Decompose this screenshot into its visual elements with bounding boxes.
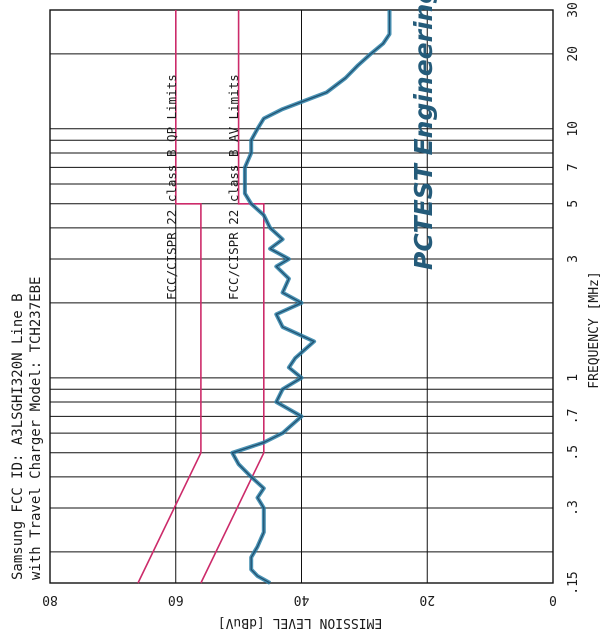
y-tick-label: 80 bbox=[42, 592, 58, 607]
y-axis-title: EMISSION LEVEL [dBuV] bbox=[218, 615, 382, 630]
tick-labels: .15 .3 .5 .7 1 3 5 7 10 20 30 0 20 40 60 80 bbox=[42, 2, 581, 607]
x-tick-label: .5 bbox=[566, 445, 581, 461]
limit-lines bbox=[137, 10, 265, 584]
y-tick-label: 60 bbox=[168, 592, 184, 607]
emission-trace-core bbox=[231, 10, 391, 584]
x-tick-label: .15 bbox=[566, 571, 581, 594]
x-tick-label: 30 bbox=[566, 2, 581, 18]
y-tick-label: 20 bbox=[419, 592, 435, 607]
header-line1: Samsung FCC ID: A3LSGHI320N Line B bbox=[10, 293, 26, 580]
x-tick-label: 3 bbox=[566, 255, 581, 263]
x-tick-label: 5 bbox=[566, 200, 581, 208]
x-tick-label: 10 bbox=[566, 121, 581, 137]
x-tick-label: 20 bbox=[566, 46, 581, 62]
qp-limit-line bbox=[137, 10, 202, 584]
qp-limit-label: FCC/CISPR 22 class B QP Limits bbox=[164, 74, 179, 300]
av-limit-label: FCC/CISPR 22 class B AV Limits bbox=[226, 74, 241, 300]
x-tick-label: .3 bbox=[566, 500, 581, 516]
brand-logo: PCTEST Engineering Lab. bbox=[409, 0, 438, 270]
header-line2: with Travel Charger Model: TCH237EBE bbox=[28, 277, 44, 580]
x-tick-label: 7 bbox=[566, 163, 581, 171]
av-limit-line bbox=[200, 10, 265, 584]
emission-trace bbox=[230, 10, 392, 585]
y-tick-label: 40 bbox=[294, 592, 310, 607]
x-tick-label: .7 bbox=[566, 409, 581, 425]
x-tick-label: 1 bbox=[566, 374, 581, 382]
grid bbox=[49, 9, 554, 584]
y-tick-label: 0 bbox=[549, 592, 557, 607]
emission-trace-line bbox=[230, 10, 392, 585]
x-axis-title: FREQUENCY [MHz] bbox=[587, 271, 602, 388]
